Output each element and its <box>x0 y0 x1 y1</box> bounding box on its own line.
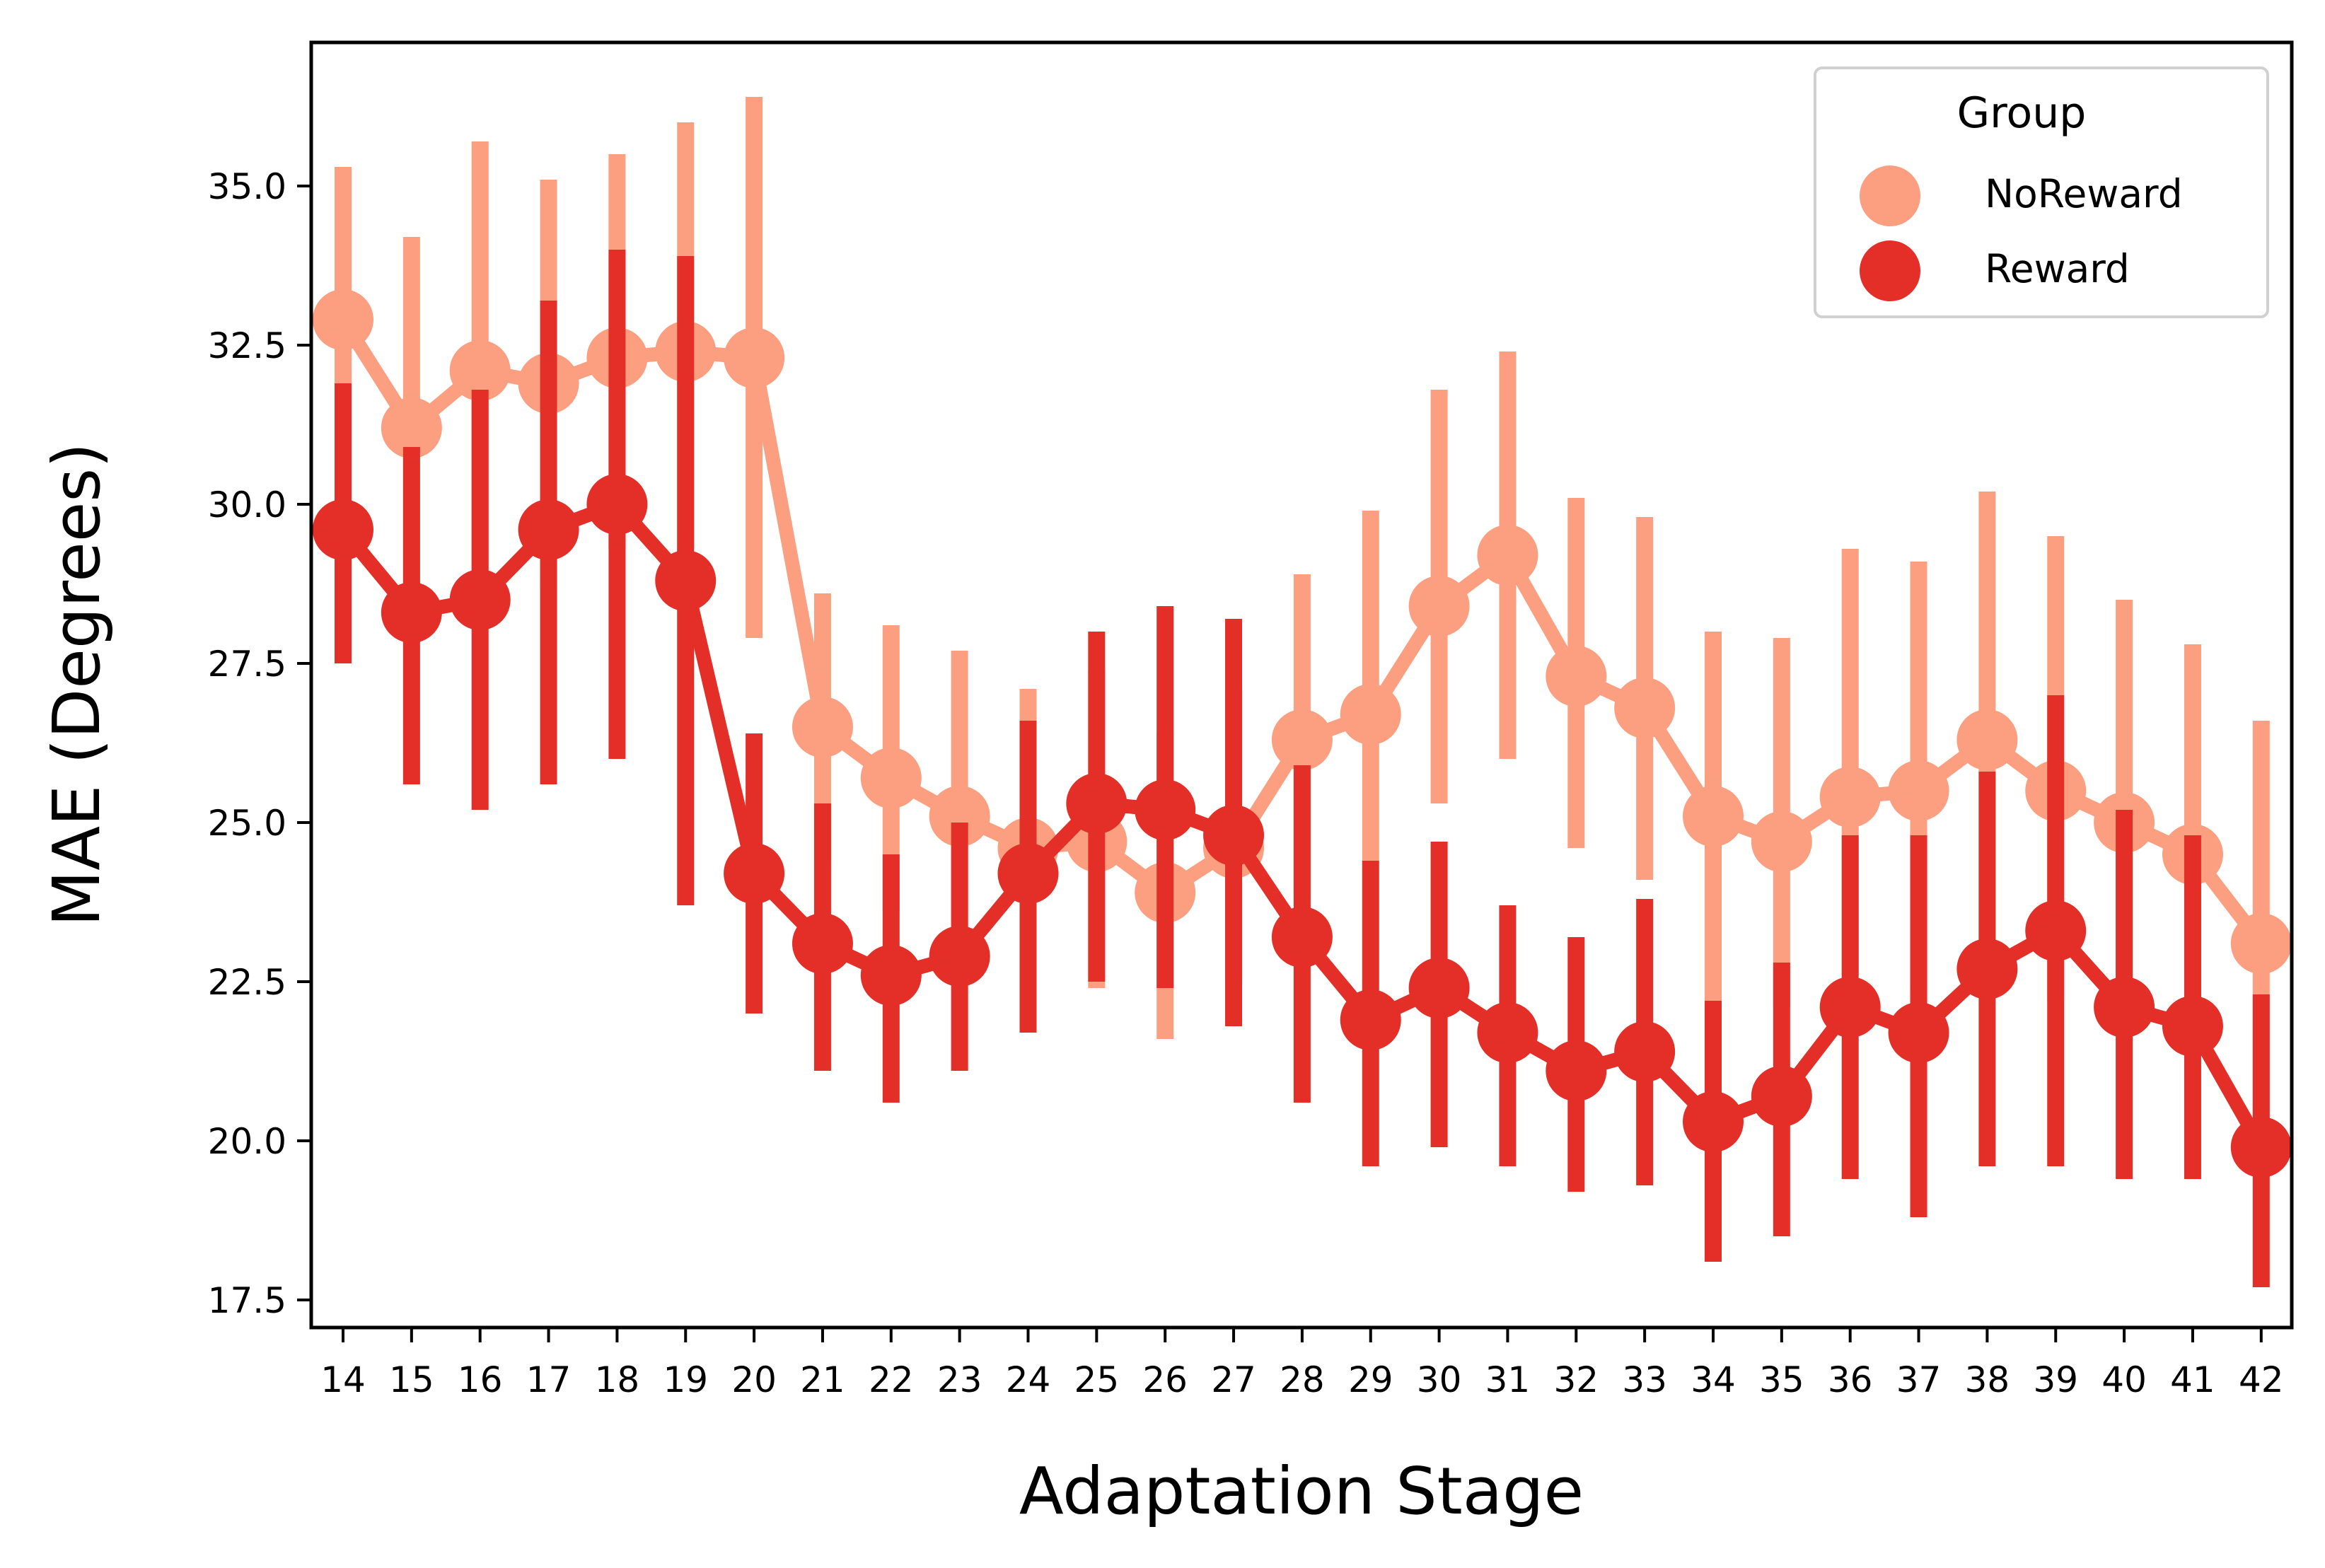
data-point-noreward <box>1271 709 1333 770</box>
data-point-noreward <box>1751 811 1812 872</box>
x-tick-label: 19 <box>663 1359 708 1400</box>
x-tick-label: 22 <box>869 1359 914 1400</box>
data-point-reward <box>2230 1117 2292 1178</box>
data-point-noreward <box>2230 913 2292 974</box>
data-point-noreward <box>1614 678 1676 738</box>
series-reward <box>313 250 2292 1287</box>
data-point-noreward <box>792 697 853 757</box>
y-tick-label: 22.5 <box>208 962 286 1003</box>
data-point-noreward <box>929 786 990 847</box>
data-point-reward <box>381 582 442 643</box>
data-point-noreward <box>1888 760 1949 821</box>
x-tick-label: 20 <box>731 1359 777 1400</box>
legend-title: Group <box>1957 88 2087 138</box>
data-point-reward <box>1888 1002 1949 1063</box>
x-tick-label: 27 <box>1211 1359 1256 1400</box>
x-tick-label: 38 <box>1965 1359 2010 1400</box>
data-point-reward <box>2025 900 2087 961</box>
data-point-reward <box>1271 907 1333 968</box>
data-point-noreward <box>1477 525 1538 586</box>
x-tick-label: 40 <box>2101 1359 2147 1400</box>
data-point-noreward <box>1546 646 1607 707</box>
x-tick-label: 31 <box>1485 1359 1531 1400</box>
data-point-noreward <box>724 327 785 388</box>
x-tick-label: 35 <box>1759 1359 1804 1400</box>
x-tick-label: 26 <box>1142 1359 1188 1400</box>
x-axis: 14 15 16 17 18 19 20 21 22 23 24 25 26 27 28 29 30 31 32 33… <box>320 1328 2284 1400</box>
y-tick-label: 35.0 <box>208 166 286 207</box>
x-tick-label: 18 <box>595 1359 640 1400</box>
x-tick-label: 21 <box>800 1359 845 1400</box>
data-point-reward <box>1340 989 1401 1050</box>
series-layer <box>313 97 2292 1287</box>
data-point-reward <box>1066 773 1127 834</box>
x-tick-label: 39 <box>2033 1359 2078 1400</box>
x-tick-label: 41 <box>2170 1359 2215 1400</box>
x-tick-label: 15 <box>389 1359 434 1400</box>
data-point-reward <box>313 499 373 560</box>
y-tick-label: 20.0 <box>208 1121 286 1162</box>
data-point-reward <box>518 499 579 560</box>
data-point-reward <box>1614 1021 1676 1082</box>
data-point-noreward <box>1408 576 1470 637</box>
data-point-reward <box>1956 939 2018 999</box>
legend-label-reward: Reward <box>1985 246 2130 291</box>
data-point-reward <box>1751 1066 1812 1127</box>
data-point-noreward <box>1340 684 1401 745</box>
data-point-noreward <box>313 289 373 350</box>
legend-box <box>1814 66 2269 318</box>
data-point-noreward <box>1683 786 1744 847</box>
data-point-reward <box>449 569 511 630</box>
data-point-noreward <box>1819 767 1881 827</box>
legend-label-noreward: NoReward <box>1985 171 2183 216</box>
y-axis: 17.5 20.0 22.5 25.0 27.5 30.0 32.5 35.0 <box>208 166 311 1321</box>
x-tick-label: 36 <box>1828 1359 1873 1400</box>
data-point-reward <box>1408 958 1470 1018</box>
data-point-reward <box>792 913 853 974</box>
data-point-reward <box>1477 1002 1538 1063</box>
data-point-noreward <box>449 340 511 401</box>
y-tick-label: 25.0 <box>208 803 286 844</box>
y-tick-label: 17.5 <box>208 1280 286 1321</box>
x-tick-label: 42 <box>2239 1359 2284 1400</box>
data-point-reward <box>586 474 648 535</box>
data-point-reward <box>1135 779 1196 840</box>
data-point-reward <box>997 843 1059 904</box>
x-tick-label: 37 <box>1896 1359 1942 1400</box>
x-tick-label: 28 <box>1280 1359 1325 1400</box>
data-point-noreward <box>381 397 442 458</box>
x-tick-label: 25 <box>1074 1359 1120 1400</box>
legend-marker-noreward <box>1860 165 1920 226</box>
x-tick-label: 34 <box>1691 1359 1736 1400</box>
x-tick-label: 14 <box>320 1359 366 1400</box>
data-point-reward <box>655 550 717 611</box>
x-tick-label: 30 <box>1417 1359 1462 1400</box>
x-tick-label: 16 <box>458 1359 503 1400</box>
y-tick-label: 30.0 <box>208 484 286 525</box>
data-point-reward <box>1203 805 1265 866</box>
data-point-reward <box>2162 996 2223 1057</box>
data-point-reward <box>1683 1091 1744 1152</box>
y-axis-title: MAE (Degrees) <box>39 443 115 927</box>
legend-marker-reward <box>1860 240 1920 301</box>
data-point-reward <box>2094 977 2155 1038</box>
x-tick-label: 23 <box>937 1359 982 1400</box>
y-tick-label: 27.5 <box>208 644 286 685</box>
data-point-reward <box>724 843 785 904</box>
y-tick-label: 32.5 <box>208 325 286 366</box>
x-tick-label: 29 <box>1348 1359 1393 1400</box>
legend: Group NoReward Reward <box>1814 66 2269 318</box>
data-point-reward <box>1546 1040 1607 1101</box>
x-tick-label: 32 <box>1553 1359 1599 1400</box>
x-tick-label: 17 <box>526 1359 572 1400</box>
x-tick-label: 24 <box>1006 1359 1051 1400</box>
data-point-reward <box>929 926 990 987</box>
data-point-reward <box>1819 977 1881 1038</box>
x-tick-label: 33 <box>1622 1359 1667 1400</box>
x-axis-title: Adaptation Stage <box>1019 1453 1584 1529</box>
data-point-noreward <box>1956 709 2018 770</box>
data-point-noreward <box>860 748 922 808</box>
data-point-reward <box>860 945 922 1006</box>
